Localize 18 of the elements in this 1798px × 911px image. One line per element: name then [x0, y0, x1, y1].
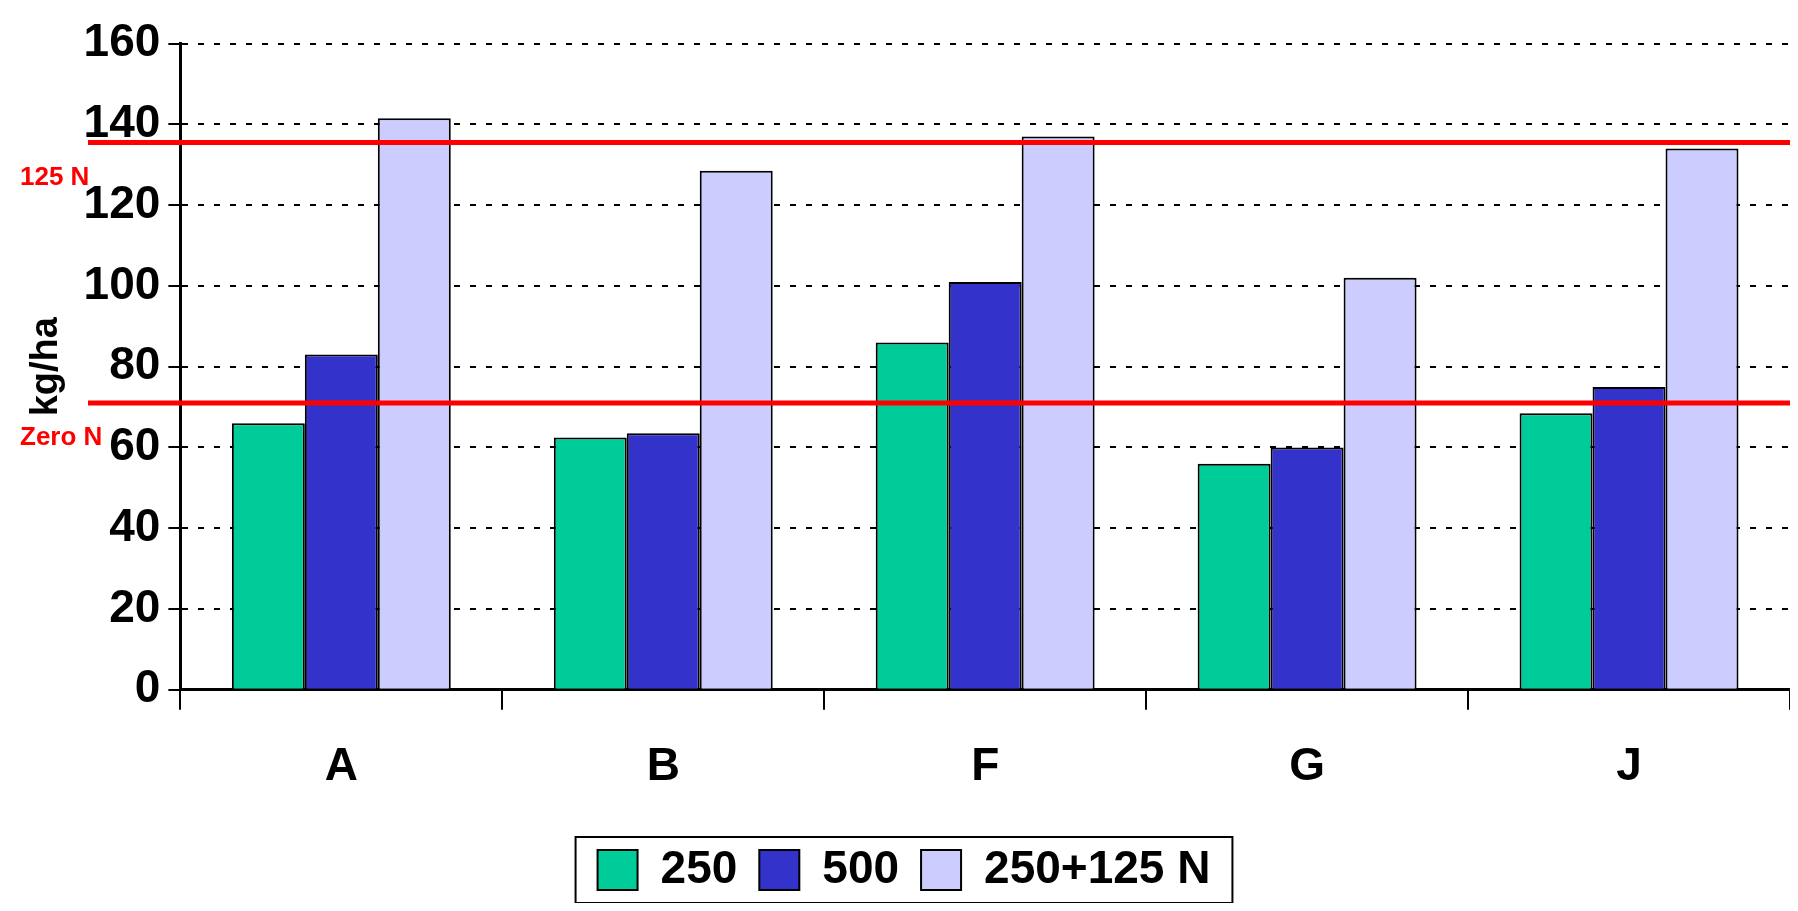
- y-tick-label: 0: [134, 660, 161, 713]
- legend-label: 500: [822, 840, 900, 893]
- x-tick-label: B: [646, 738, 680, 791]
- y-axis-title: kg/ha: [23, 316, 66, 417]
- y-tick-label: 40: [109, 498, 161, 551]
- legend-label: 250: [660, 840, 738, 893]
- x-tick-label: F: [971, 738, 1000, 791]
- y-tick-label: 20: [109, 579, 161, 632]
- y-tick-label: 160: [83, 14, 161, 67]
- legend-label: 250+125 N: [984, 840, 1211, 893]
- y-tick-label: 100: [83, 256, 161, 309]
- y-tick-label: 140: [83, 95, 161, 148]
- x-tick-label: A: [324, 738, 358, 791]
- y-tick-label: 80: [109, 337, 161, 390]
- ref-line-label: Zero N: [20, 421, 103, 452]
- x-tick-label: J: [1616, 738, 1642, 791]
- y-tick-label: 60: [109, 418, 161, 471]
- x-tick-label: G: [1289, 738, 1325, 791]
